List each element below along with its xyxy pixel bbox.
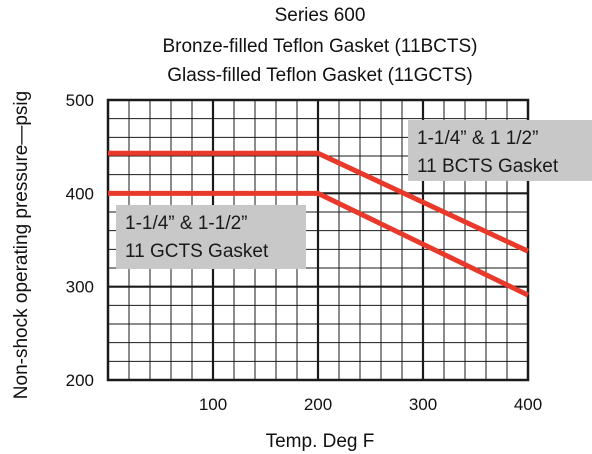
- x-tick-label: 400: [514, 395, 542, 414]
- annotation-text-line: 11 BCTS Gasket: [417, 156, 559, 177]
- series-line-2: [108, 190, 530, 298]
- annotation-text-line: 11 GCTS Gasket: [125, 241, 269, 262]
- annotations: 1-1/4” & 1 1/2” 11 BCTS Gasket 1-1/4” & 1-…: [116, 120, 592, 269]
- annotation-box-2: 1-1/4” & 1-1/2” 11 GCTS Gasket: [116, 205, 306, 269]
- chart-title-line-2: Bronze-filled Teflon Gasket (11BCTS): [162, 36, 478, 57]
- chart-title-line-3: Glass-filled Teflon Gasket (11GCTS): [167, 65, 473, 86]
- x-tick-label: 200: [304, 395, 332, 414]
- annotation-text-line: 1-1/4” & 1-1/2”: [125, 213, 248, 234]
- x-tick-label: 100: [199, 395, 227, 414]
- y-tick-label: 300: [66, 278, 94, 297]
- y-tick-label: 400: [66, 184, 94, 203]
- series-lines: [108, 150, 530, 298]
- x-tick-labels: 100 200 300 400: [199, 395, 542, 414]
- y-tick-label: 500: [66, 91, 94, 110]
- annotation-box-1: 1-1/4” & 1 1/2” 11 BCTS Gasket: [408, 120, 592, 181]
- x-tick-label: 300: [409, 395, 437, 414]
- y-tick-labels: 200 300 400 500: [66, 91, 94, 390]
- x-axis-label: Temp. Deg F: [266, 431, 375, 452]
- y-axis-label: Non-shock operating pressure—psig: [11, 91, 32, 399]
- chart-title-line-1: Series 600: [274, 5, 366, 26]
- annotation-background: [116, 205, 306, 269]
- annotation-background: [408, 120, 592, 181]
- annotation-text-line: 1-1/4” & 1 1/2”: [417, 128, 538, 149]
- plot-frame: [106, 98, 530, 382]
- y-tick-label: 200: [66, 371, 94, 390]
- series-line-1: [108, 150, 530, 254]
